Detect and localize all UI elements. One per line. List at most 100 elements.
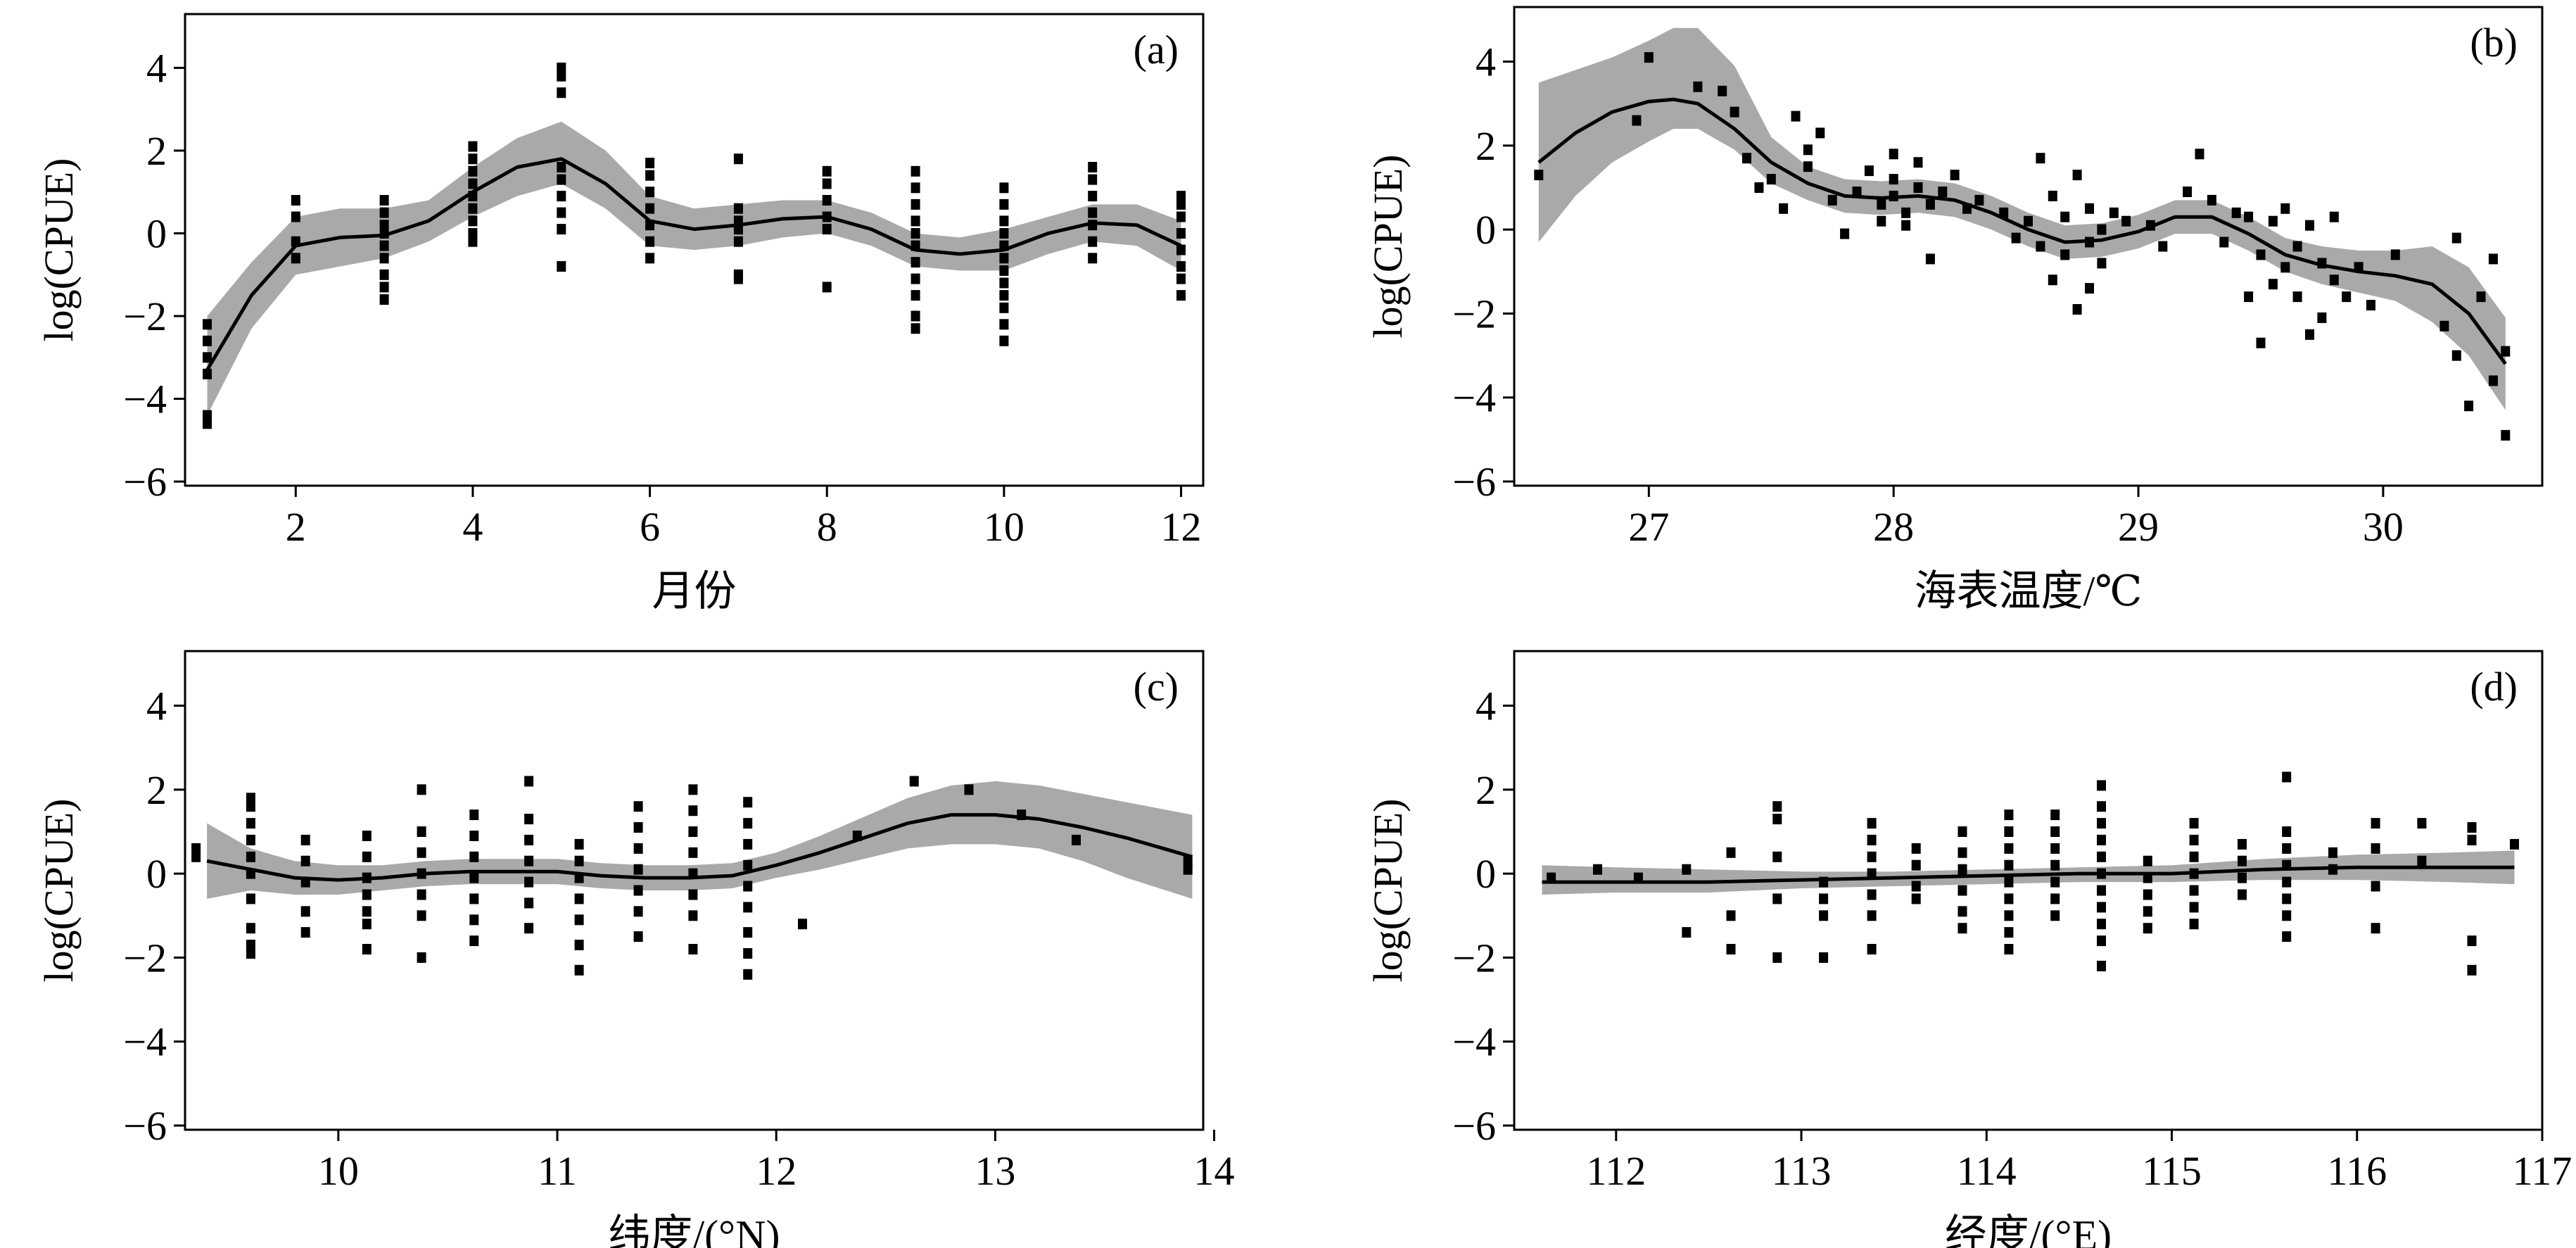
x-tick-label: 30 <box>2363 504 2404 550</box>
panel-a: −6 −4 −2 0 2 4 2 4 6 8 10 12 (a) 月份 log(CPUE) <box>36 13 1205 614</box>
x-tick-label: 6 <box>640 504 660 550</box>
data-point <box>524 855 534 866</box>
panel-b: −6 −4 −2 0 2 4 27 28 29 30 (b) 海表温度/℃ log(CPUE) <box>1365 6 2544 614</box>
x-tick-label: 12 <box>1161 504 1202 550</box>
data-point <box>2004 910 2014 921</box>
data-point <box>911 182 920 194</box>
data-point <box>1958 885 1967 896</box>
data-point <box>2004 826 2014 837</box>
data-point <box>557 207 566 218</box>
data-point <box>469 893 479 905</box>
data-point <box>2282 826 2292 837</box>
y-axis-label: log(CPUE) <box>1365 155 1411 339</box>
data-point <box>557 191 566 202</box>
x-axis-label: 海表温度/℃ <box>1915 568 2143 614</box>
data-point <box>2143 889 2152 900</box>
data-point <box>191 851 201 862</box>
data-point <box>2072 170 2082 181</box>
data-point <box>1088 162 1098 172</box>
data-point <box>557 224 566 235</box>
y-tick-label: 4 <box>146 683 167 729</box>
data-point <box>2371 843 2380 854</box>
data-point <box>2085 203 2094 214</box>
data-point <box>469 851 479 862</box>
data-point <box>633 931 643 943</box>
data-point <box>2371 923 2380 934</box>
x-tick-label: 8 <box>817 504 837 550</box>
y-tick-label: 4 <box>146 45 167 91</box>
data-point <box>733 236 743 247</box>
data-point <box>688 910 698 921</box>
data-point <box>246 818 255 829</box>
data-point <box>1183 864 1193 875</box>
data-point <box>1938 187 1948 197</box>
data-point <box>417 910 426 921</box>
data-point <box>246 801 255 812</box>
data-point <box>203 410 212 421</box>
data-point <box>468 141 478 152</box>
data-point <box>645 158 655 169</box>
data-point <box>1088 174 1098 185</box>
data-point <box>2488 253 2498 265</box>
fitted-curve <box>206 813 1193 882</box>
y-tick-label: 4 <box>1476 39 1496 85</box>
data-point <box>1867 834 1877 845</box>
plot-frame <box>1513 650 2544 1131</box>
data-point <box>1867 868 1877 879</box>
data-point <box>1176 198 1186 210</box>
data-point <box>1742 153 1751 164</box>
data-point <box>1852 187 1862 197</box>
data-point <box>574 893 584 905</box>
data-point <box>911 165 920 177</box>
data-point <box>557 62 566 73</box>
data-point <box>1819 952 1829 963</box>
data-point <box>1901 220 1911 231</box>
data-point <box>2050 809 2060 821</box>
data-point <box>909 776 919 787</box>
x-tick-label: 114 <box>1957 1148 2017 1194</box>
data-point <box>2282 843 2292 854</box>
data-point <box>362 889 372 900</box>
data-point <box>1889 174 1898 185</box>
data-point <box>2292 241 2302 252</box>
data-point <box>2097 902 2106 913</box>
data-point <box>1889 149 1898 160</box>
data-point <box>524 923 534 934</box>
data-point <box>688 847 698 858</box>
data-point <box>469 809 479 821</box>
data-point <box>1867 851 1877 862</box>
data-point <box>2121 215 2131 227</box>
y-tick-label: 4 <box>1476 683 1496 729</box>
data-point <box>743 838 753 850</box>
data-point <box>633 822 643 833</box>
data-point <box>2488 375 2498 386</box>
data-point <box>469 935 479 947</box>
data-point <box>2219 237 2229 248</box>
data-point <box>2158 241 2168 252</box>
data-point <box>379 253 389 264</box>
y-tick-label: 0 <box>1476 851 1496 897</box>
data-point <box>1766 174 1776 185</box>
panel-label: (d) <box>2470 664 2518 710</box>
y-tick-label: −6 <box>1452 459 1496 505</box>
data-point <box>633 906 643 917</box>
y-tick-label: −4 <box>1452 375 1496 421</box>
data-point <box>379 269 389 280</box>
x-tick-label: 27 <box>1628 504 1669 550</box>
x-tick-label: 117 <box>2513 1148 2572 1194</box>
panel-label: (b) <box>2470 20 2518 65</box>
data-point <box>1772 952 1782 963</box>
data-point <box>1088 236 1098 247</box>
data-point <box>911 273 920 284</box>
data-point <box>1867 818 1877 829</box>
data-point <box>633 801 643 812</box>
data-point <box>2143 906 2152 917</box>
data-point <box>2189 818 2199 829</box>
y-axis-label: log(CPUE) <box>36 158 82 342</box>
data-point <box>1867 944 1877 954</box>
data-point <box>2050 826 2060 837</box>
data-point <box>417 847 426 858</box>
data-point <box>300 855 310 866</box>
data-point <box>1088 191 1098 202</box>
y-tick-label: −6 <box>123 1103 167 1149</box>
